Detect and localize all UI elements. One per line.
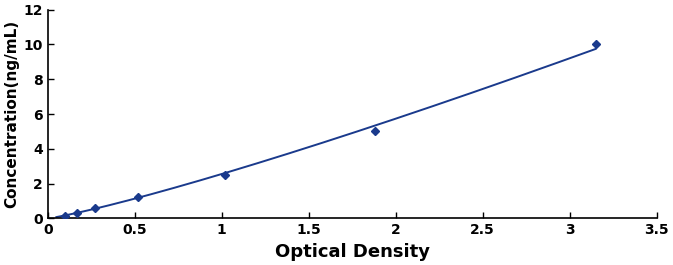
X-axis label: Optical Density: Optical Density <box>275 243 429 261</box>
Y-axis label: Concentration(ng/mL): Concentration(ng/mL) <box>4 20 19 208</box>
